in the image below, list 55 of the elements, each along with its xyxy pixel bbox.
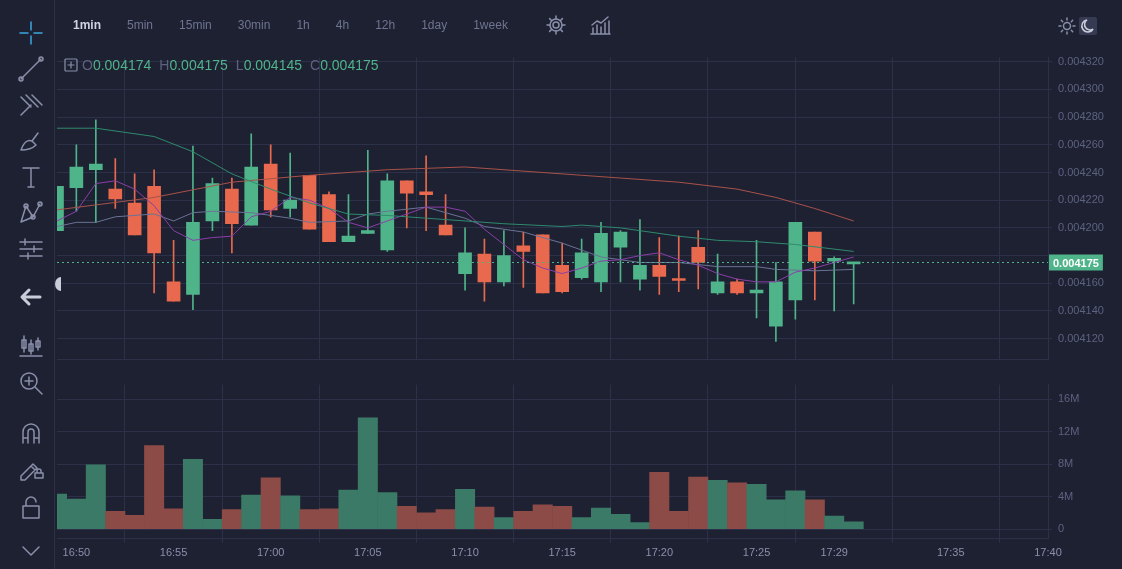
annotation: H0.004175 xyxy=(159,57,228,73)
bar xyxy=(804,499,825,529)
y-tick-label: 16M xyxy=(1058,392,1080,405)
annotation: C0.004175 xyxy=(310,57,379,73)
y-tick-label: 0.004320 xyxy=(1058,54,1104,67)
x-tick-label: 17:40 xyxy=(1034,546,1062,559)
x-tick-label: 17:25 xyxy=(742,546,771,559)
text: 5min xyxy=(126,18,155,32)
annotation: L0.004145 xyxy=(235,57,303,73)
y-tick-label: 4M xyxy=(1058,489,1074,502)
bar xyxy=(241,494,262,529)
x-tick-label: 17:10 xyxy=(451,546,479,559)
y-tick-label: 0.004120 xyxy=(1058,331,1104,344)
x-tick-label: 17:35 xyxy=(937,546,965,559)
x-tick-label: 17:29 xyxy=(820,546,848,559)
y-tick-label: 0.004240 xyxy=(1058,165,1104,178)
x-tick-label: 17:05 xyxy=(354,546,382,559)
bar xyxy=(727,482,748,529)
annotation: O0.004174 xyxy=(82,57,152,73)
x-tick-label: 17:00 xyxy=(256,546,285,559)
x-tick-label: 17:20 xyxy=(645,546,674,559)
bar xyxy=(455,488,476,529)
bar xyxy=(260,477,281,529)
y-tick-label: 0.004280 xyxy=(1058,110,1104,123)
bar xyxy=(493,517,514,529)
text: 15min xyxy=(178,18,213,32)
y-tick-label: 0.004220 xyxy=(1058,193,1104,206)
candlestick xyxy=(535,234,550,294)
text: 1day xyxy=(420,18,449,32)
y-tick-label: 0 xyxy=(1058,522,1065,535)
y-tick-label: 12M xyxy=(1058,424,1080,437)
bar xyxy=(474,506,495,529)
y-tick-label: 0.004160 xyxy=(1058,276,1104,289)
x-tick-label: 16:50 xyxy=(62,546,91,559)
y-tick-label: 0.004200 xyxy=(1058,220,1104,233)
text: 1min xyxy=(72,18,102,32)
bar xyxy=(707,480,728,529)
bar xyxy=(221,509,242,529)
text: 1h xyxy=(295,18,311,32)
text: 1week xyxy=(472,18,509,32)
text: 30min xyxy=(236,18,272,32)
x-tick-label: 16:55 xyxy=(159,546,188,559)
y-tick-label: 8M xyxy=(1058,457,1074,470)
candlestick xyxy=(652,237,667,295)
text: 4h xyxy=(334,18,351,32)
y-tick-label: 0.004300 xyxy=(1058,82,1104,95)
candlestick xyxy=(360,150,375,234)
y-tick-label: 0.004260 xyxy=(1058,137,1104,150)
bar xyxy=(280,495,301,529)
candlestick xyxy=(399,180,414,229)
ref-line-label: 0.004175 xyxy=(1053,256,1099,269)
x-tick-label: 17:15 xyxy=(548,546,576,559)
y-tick-label: 0.004140 xyxy=(1058,303,1104,316)
candlestick xyxy=(671,235,686,292)
text: 12h xyxy=(374,18,397,32)
